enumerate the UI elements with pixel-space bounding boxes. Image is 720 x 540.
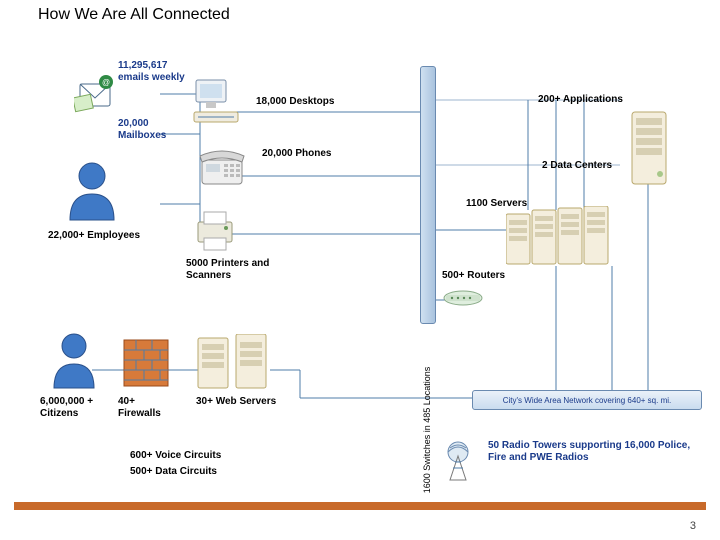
wan-bar: City's Wide Area Network covering 640+ s…	[472, 390, 702, 410]
email-icon: @	[74, 74, 120, 114]
footer-bar	[14, 502, 706, 510]
wan-label: City's Wide Area Network covering 640+ s…	[503, 396, 671, 405]
employees-label: 22,000+ Employees	[48, 230, 140, 242]
webservers-label: 30+ Web Servers	[196, 396, 276, 408]
citizen-person-icon	[48, 332, 100, 390]
printers-label: 5000 Printers and Scanners	[186, 258, 269, 281]
router-icon	[442, 288, 484, 308]
firewalls-label: 40+ Firewalls	[118, 396, 161, 419]
printer-icon	[192, 208, 238, 254]
desktops-label: 18,000 Desktops	[256, 96, 334, 108]
radio-towers-label: 50 Radio Towers supporting 16,000 Police…	[488, 440, 690, 463]
desktop-icon	[192, 78, 240, 128]
voice-circuits-label: 600+ Voice Circuits	[130, 450, 221, 462]
webservers-icon	[196, 334, 274, 392]
datacenter-server-icon	[630, 110, 670, 188]
data-circuits-label: 500+ Data Circuits	[130, 466, 217, 478]
page-number: 3	[690, 520, 696, 532]
switches-bar	[420, 66, 436, 324]
emails-weekly-label: 11,295,617 emails weekly	[118, 60, 185, 83]
datacenters-label: 2 Data Centers	[542, 160, 612, 172]
stage: How We Are All Connected	[0, 0, 720, 540]
firewalls-icon	[122, 338, 170, 388]
phone-icon	[198, 150, 246, 190]
radio-tower-icon	[440, 438, 484, 482]
employee-person-icon	[64, 160, 120, 222]
applications-label: 200+ Applications	[538, 94, 623, 106]
server-cluster-icon	[506, 206, 624, 270]
phones-label: 20,000 Phones	[262, 148, 331, 160]
routers-label: 500+ Routers	[442, 270, 505, 282]
mailboxes-label: 20,000 Mailboxes	[118, 118, 166, 141]
citizens-label: 6,000,000 + Citizens	[40, 396, 93, 419]
svg-text:@: @	[102, 78, 110, 87]
